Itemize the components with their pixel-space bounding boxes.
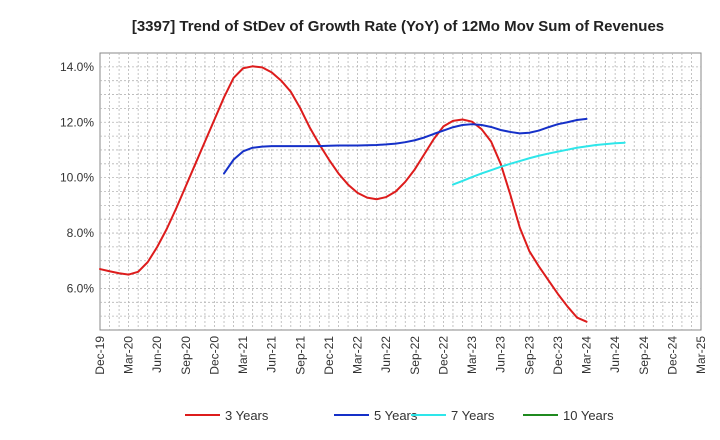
series-group (99, 65, 626, 323)
x-tick-label: Jun-24 (608, 336, 622, 373)
x-tick-label: Sep-23 (522, 336, 536, 375)
y-tick-label: 8.0% (67, 226, 95, 240)
series-line-3-years (99, 65, 588, 323)
x-tick-label: Jun-23 (494, 336, 508, 373)
x-axis-ticks: Dec-19 Mar-20 Jun-20 Sep-20 Dec-20 Mar-21 Jun-… (93, 336, 708, 375)
x-tick-label: Mar-23 (465, 336, 479, 374)
x-tick-label: Jun-22 (379, 336, 393, 373)
series-line-5-years (223, 117, 588, 175)
x-tick-label: Dec-22 (436, 336, 450, 375)
x-tick-label: Sep-20 (179, 336, 193, 375)
plot-area (99, 52, 702, 331)
x-tick-label: Mar-21 (236, 336, 250, 374)
x-tick-label: Mar-22 (351, 336, 365, 374)
x-tick-label: Dec-24 (665, 336, 679, 375)
x-tick-label: Dec-23 (551, 336, 565, 375)
x-tick-label: Sep-24 (637, 336, 651, 375)
y-axis-ticks: 6.0% 8.0% 10.0% 12.0% 14.0% (60, 60, 94, 296)
series-line-7-years (451, 141, 626, 186)
y-tick-label: 10.0% (60, 171, 94, 185)
x-tick-label: Jun-21 (265, 336, 279, 373)
x-tick-label: Mar-20 (122, 336, 136, 374)
y-tick-label: 12.0% (60, 115, 94, 129)
legend-label-10-years: 10 Years (563, 408, 614, 423)
chart-title: [3397] Trend of StDev of Growth Rate (Yo… (132, 18, 664, 35)
y-tick-label: 6.0% (67, 281, 95, 295)
x-tick-label: Mar-25 (694, 336, 708, 374)
legend-label-7-years: 7 Years (451, 408, 495, 423)
x-tick-label: Jun-20 (150, 336, 164, 373)
x-tick-label: Dec-19 (93, 336, 107, 375)
x-tick-label: Mar-24 (580, 336, 594, 374)
legend-label-3-years: 3 Years (225, 408, 269, 423)
grid-horizontal (100, 66, 701, 317)
legend-label-5-years: 5 Years (374, 408, 418, 423)
x-tick-label: Dec-21 (322, 336, 336, 375)
y-tick-label: 14.0% (60, 60, 94, 74)
x-tick-label: Sep-21 (293, 336, 307, 375)
x-tick-label: Sep-22 (408, 336, 422, 375)
legend: 3 Years 5 Years 7 Years 10 Years (185, 408, 614, 423)
x-tick-label: Dec-20 (207, 336, 221, 375)
